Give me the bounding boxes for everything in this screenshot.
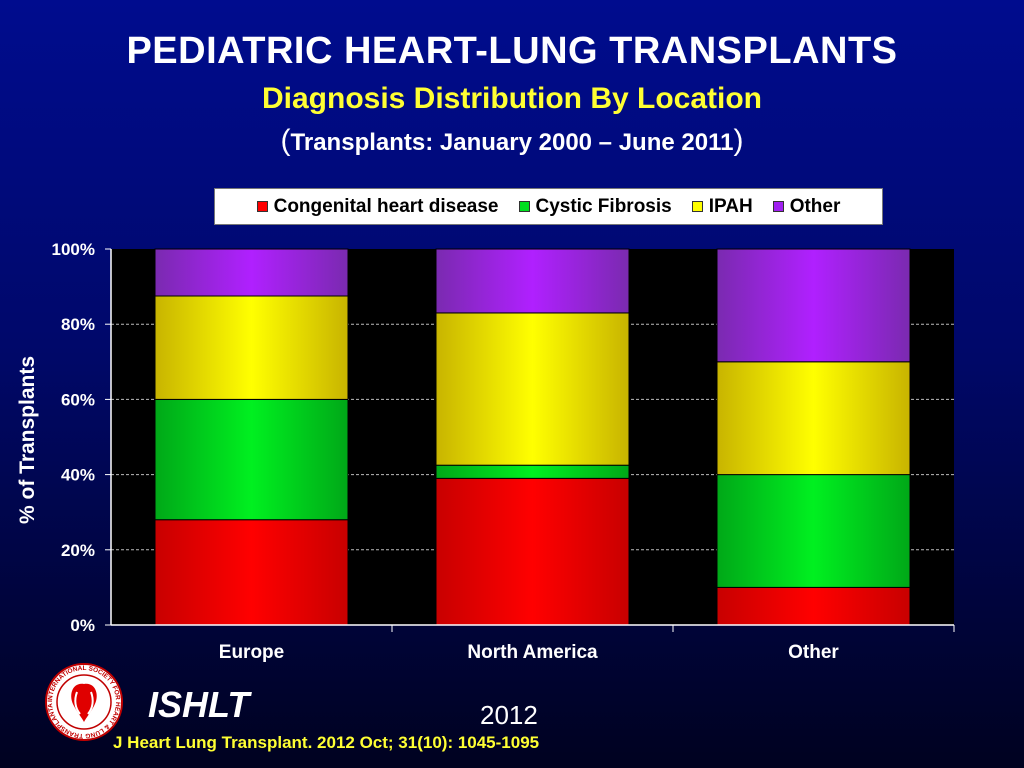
bar-segment-congenital [435, 477, 630, 626]
y-tick-label: 60% [61, 390, 95, 409]
bar-segment-other [154, 248, 349, 297]
y-tick-label: 100% [52, 240, 95, 259]
bar-segment-cystic [435, 464, 630, 479]
x-tick-label: North America [467, 642, 598, 663]
page-title: PEDIATRIC HEART-LUNG TRANSPLANTS [126, 30, 898, 72]
legend-swatch-ipah [691, 201, 703, 212]
legend-item-other: Other [772, 195, 841, 218]
legend-swatch-congenital [256, 201, 268, 212]
legend-item-ipah: IPAH [691, 195, 753, 218]
legend-swatch-cystic [518, 201, 530, 212]
bar-segment-cystic [716, 474, 911, 588]
bar-segment-ipah [716, 361, 911, 476]
date-range-subtitle: (Transplants: January 2000 – June 2011) [0, 124, 1024, 158]
year-label: 2012 [480, 700, 538, 730]
bar-segment-ipah [435, 312, 630, 466]
legend-item-cystic: Cystic Fibrosis [518, 195, 672, 218]
legend-item-congenital: Congenital heart disease [256, 195, 499, 218]
legend-label-ipah: IPAH [708, 195, 753, 217]
date-range-text: Transplants: January 2000 – June 2011 [290, 129, 734, 156]
y-tick-label: 40% [61, 466, 95, 485]
bar-segment-other [716, 248, 911, 363]
bar-segment-cystic [154, 398, 349, 521]
brand-name: ISHLT [148, 684, 250, 725]
ishlt-logo: INTERNATIONAL SOCIETY FOR HEART & LUNG T… [44, 662, 123, 741]
bar-segment-ipah [154, 295, 349, 400]
bar-segment-other [435, 248, 630, 314]
legend-label-cystic: Cystic Fibrosis [535, 195, 672, 217]
legend-swatch-other [772, 201, 784, 212]
legend-label-other: Other [789, 195, 841, 217]
bar-segment-congenital [154, 519, 349, 626]
page-subtitle: Diagnosis Distribution By Location [261, 82, 763, 115]
y-tick-label: 80% [61, 315, 95, 334]
y-tick-label: 20% [61, 541, 95, 560]
close-paren: ) [733, 124, 744, 157]
citation: J Heart Lung Transplant. 2012 Oct; 31(10… [113, 733, 540, 752]
y-tick-label: 0% [70, 616, 95, 635]
legend-label-congenital: Congenital heart disease [273, 195, 499, 217]
open-paren: ( [280, 124, 291, 157]
bar-segment-congenital [716, 586, 911, 626]
y-axis-label: % of Transplants [16, 355, 39, 525]
x-tick-label: Europe [219, 642, 284, 663]
chart-legend: Congenital heart disease Cystic Fibrosis… [214, 188, 883, 225]
x-tick-label: Other [788, 642, 839, 663]
